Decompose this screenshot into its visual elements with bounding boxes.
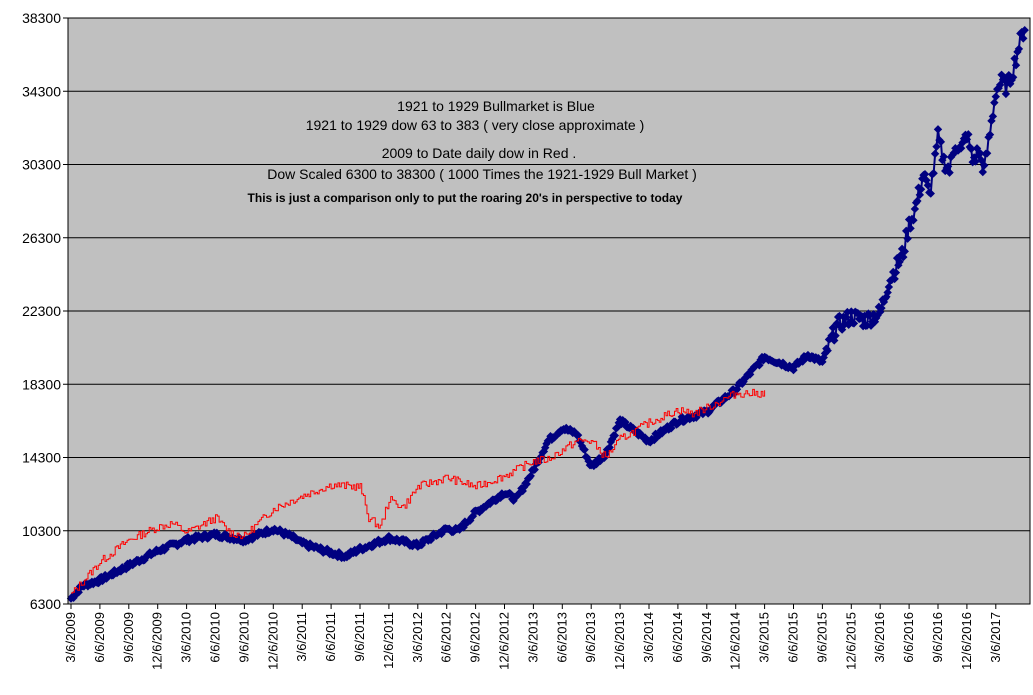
x-tick-label: 3/6/2012 bbox=[410, 612, 425, 663]
y-tick-label: 14300 bbox=[22, 450, 61, 466]
blue-series-line bbox=[70, 29, 1026, 600]
series-2009-to-date-red bbox=[71, 388, 766, 594]
x-tick-label: 6/6/2011 bbox=[323, 612, 338, 662]
y-tick-label: 38300 bbox=[22, 10, 61, 26]
annotation-line-1: 1921 to 1929 Bullmarket is Blue bbox=[397, 98, 595, 114]
annotation-line-5: This is just a comparison only to put th… bbox=[248, 191, 683, 205]
y-tick-label: 18300 bbox=[22, 376, 61, 392]
x-tick-label: 12/6/2009 bbox=[150, 612, 165, 670]
x-tick-label: 3/6/2009 bbox=[63, 612, 78, 663]
y-tick-label: 26300 bbox=[22, 230, 61, 246]
x-tick-label: 6/6/2013 bbox=[554, 612, 569, 663]
x-axis-ticks: 3/6/2009 6/6/2009 9/6/2009 12/6/2009 3/6/201… bbox=[63, 604, 1003, 670]
x-tick-label: 12/6/2015 bbox=[843, 612, 858, 670]
red-series-line bbox=[71, 388, 766, 594]
x-tick-label: 3/6/2015 bbox=[757, 612, 772, 663]
x-tick-label: 6/6/2012 bbox=[439, 612, 454, 663]
x-tick-label: 12/6/2016 bbox=[959, 612, 974, 670]
x-tick-label: 9/6/2015 bbox=[814, 612, 829, 663]
x-tick-label: 12/6/2014 bbox=[728, 612, 743, 670]
x-tick-label: 3/6/2013 bbox=[525, 612, 540, 663]
x-tick-label: 6/6/2015 bbox=[786, 612, 801, 663]
x-tick-label: 3/6/2017 bbox=[988, 612, 1003, 663]
annotation-line-4: Dow Scaled 6300 to 38300 ( 1000 Times th… bbox=[267, 166, 697, 182]
x-tick-label: 9/6/2016 bbox=[930, 612, 945, 663]
annotation-line-2: 1921 to 1929 dow 63 to 383 ( very close … bbox=[306, 117, 645, 133]
x-tick-label: 12/6/2012 bbox=[497, 612, 512, 670]
x-tick-label: 9/6/2009 bbox=[121, 612, 136, 663]
x-tick-label: 6/6/2010 bbox=[208, 612, 223, 663]
x-tick-label: 12/6/2013 bbox=[612, 612, 627, 670]
x-tick-label: 9/6/2010 bbox=[236, 612, 251, 663]
y-tick-label: 22300 bbox=[22, 303, 61, 319]
series-1921-1929-blue bbox=[66, 25, 1029, 603]
x-tick-label: 3/6/2010 bbox=[179, 612, 194, 663]
y-tick-label: 6300 bbox=[30, 596, 61, 612]
x-tick-label: 9/6/2011 bbox=[352, 612, 367, 662]
y-axis-ticks: 6300 10300 14300 18300 22300 26300 30300 34300 3… bbox=[22, 10, 68, 612]
x-tick-label: 12/6/2010 bbox=[265, 612, 280, 670]
x-tick-label: 3/6/2016 bbox=[872, 612, 887, 663]
annotation-line-3: 2009 to Date daily dow in Red . bbox=[382, 145, 577, 161]
x-tick-label: 9/6/2014 bbox=[699, 612, 714, 663]
x-tick-label: 6/6/2016 bbox=[901, 612, 916, 663]
x-tick-label: 12/6/2011 bbox=[381, 612, 396, 669]
x-tick-label: 9/6/2012 bbox=[468, 612, 483, 663]
plot-border bbox=[67, 17, 1031, 605]
y-tick-label: 10300 bbox=[22, 523, 61, 539]
y-tick-label: 30300 bbox=[22, 157, 61, 173]
x-tick-label: 6/6/2014 bbox=[670, 612, 685, 663]
x-tick-label: 3/6/2014 bbox=[641, 612, 656, 663]
x-tick-label: 9/6/2013 bbox=[583, 612, 598, 663]
x-tick-label: 3/6/2011 bbox=[294, 612, 309, 662]
annotation-block: 1921 to 1929 Bullmarket is Blue 1921 to … bbox=[248, 98, 697, 205]
x-tick-label: 6/6/2009 bbox=[92, 612, 107, 663]
y-tick-label: 34300 bbox=[22, 83, 61, 99]
